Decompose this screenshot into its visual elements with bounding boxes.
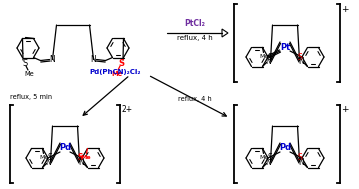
Text: reflux, 4 h: reflux, 4 h	[177, 35, 213, 41]
Text: S: S	[118, 60, 124, 68]
Text: Pt: Pt	[280, 43, 290, 51]
Text: 2+: 2+	[121, 105, 132, 115]
Text: N: N	[50, 55, 55, 64]
Text: N: N	[46, 158, 51, 167]
Text: N: N	[79, 158, 84, 167]
Text: Me: Me	[24, 71, 34, 77]
Text: Me: Me	[80, 155, 91, 160]
Text: S: S	[267, 53, 272, 61]
Text: Me: Me	[40, 155, 49, 160]
Text: Pd: Pd	[59, 143, 71, 153]
Text: +: +	[341, 105, 349, 115]
Text: S: S	[77, 153, 83, 163]
Text: S: S	[22, 60, 28, 68]
Text: reflux, 5 min: reflux, 5 min	[10, 94, 52, 100]
Text: S: S	[298, 153, 302, 163]
Text: S: S	[267, 153, 272, 163]
Text: N: N	[299, 158, 304, 167]
Text: S: S	[298, 53, 302, 61]
Text: Me: Me	[260, 155, 269, 160]
Text: Me: Me	[111, 71, 122, 77]
Text: N: N	[266, 158, 271, 167]
Text: Pd(PhCN)₂Cl₂: Pd(PhCN)₂Cl₂	[89, 69, 141, 75]
Text: N: N	[266, 57, 271, 66]
Text: +: +	[341, 5, 349, 13]
Text: Me: Me	[260, 54, 269, 59]
Text: Pd: Pd	[279, 143, 291, 153]
Text: PtCl₂: PtCl₂	[185, 19, 205, 29]
Text: N: N	[299, 57, 304, 66]
Text: N: N	[90, 55, 96, 64]
Text: S: S	[48, 153, 52, 163]
Text: reflux, 4 h: reflux, 4 h	[178, 96, 212, 102]
